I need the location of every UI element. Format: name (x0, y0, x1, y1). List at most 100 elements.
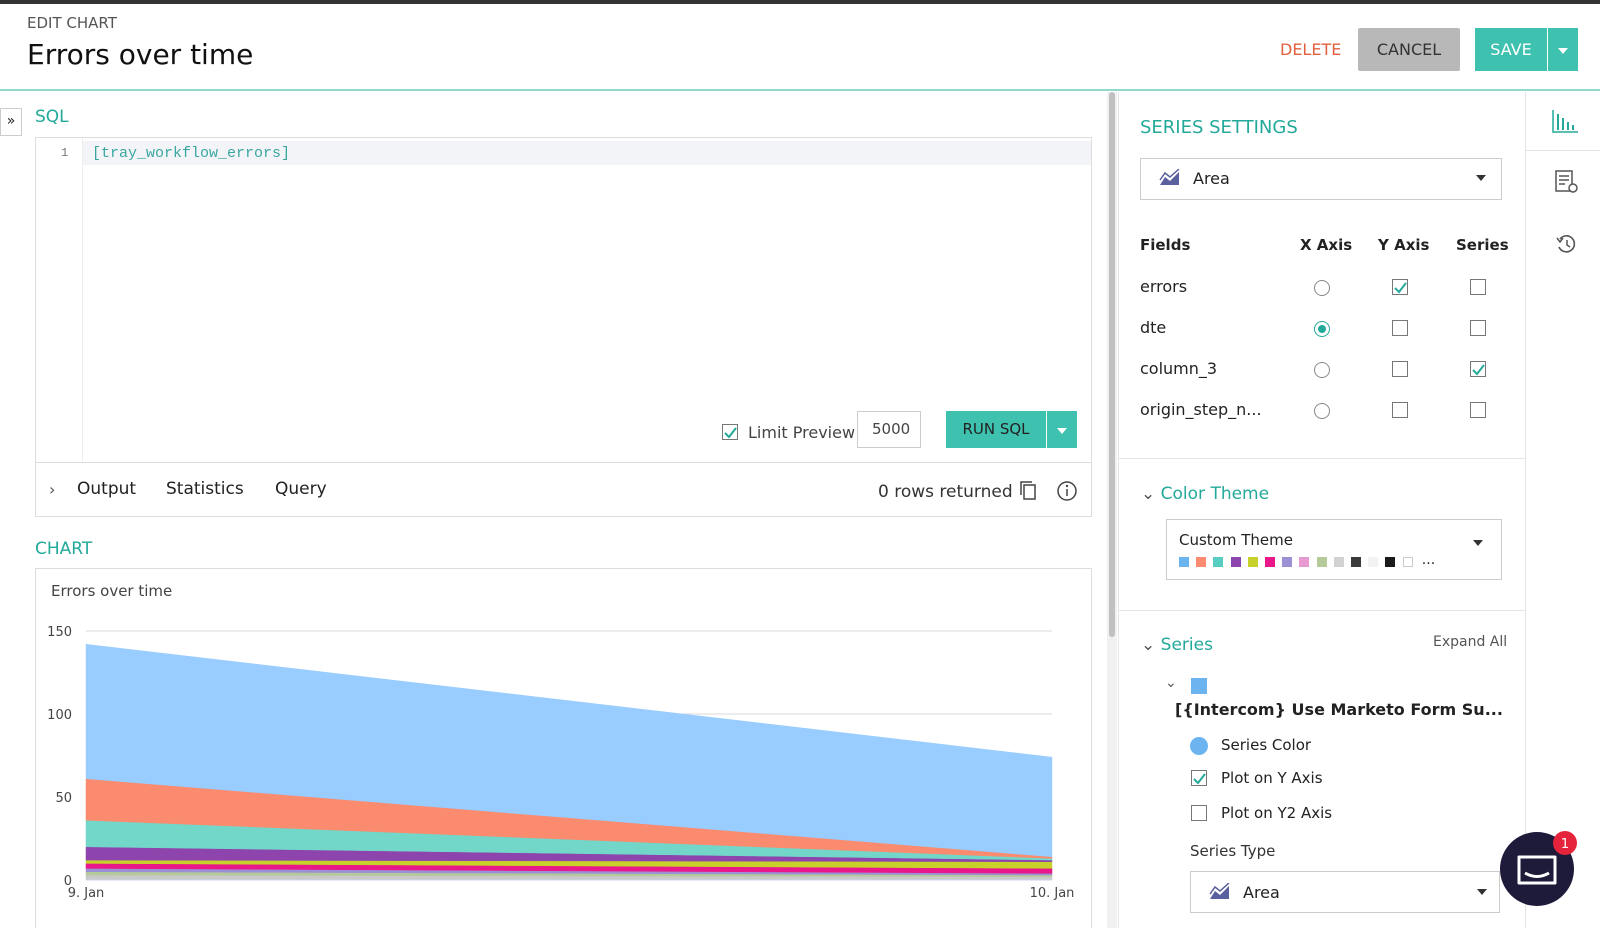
chevron[interactable]: › (49, 480, 56, 499)
y-checkbox[interactable] (1392, 279, 1408, 295)
y-checkbox[interactable] (1392, 402, 1408, 418)
y-tick-label: 150 (47, 625, 72, 640)
scrollbar[interactable] (1107, 92, 1117, 928)
sql-editor[interactable] (35, 137, 1092, 517)
result-tab[interactable]: Statistics (166, 479, 244, 499)
x-radio[interactable] (1314, 362, 1330, 378)
cancel-button[interactable]: CANCEL (1358, 28, 1460, 71)
expand-all[interactable]: Expand All (1433, 634, 1508, 650)
option-label: Series Color (1221, 736, 1312, 754)
caret (1476, 175, 1486, 181)
divider (1118, 610, 1525, 611)
line-highlight (83, 141, 1091, 165)
section-label[interactable]: ⌄ Series (1141, 635, 1213, 655)
option-label: Series Type (1190, 842, 1276, 860)
radio-dot (1317, 324, 1326, 333)
field-name: column_3 (1140, 359, 1218, 378)
result-tab[interactable]: Query (275, 479, 327, 499)
icon (1057, 428, 1067, 434)
select-value: Area (1193, 169, 1230, 188)
theme-swatch (1316, 557, 1327, 567)
divider (1526, 150, 1600, 151)
icon (1558, 48, 1568, 54)
history-icon[interactable] (1555, 233, 1579, 257)
x-radio[interactable] (1314, 280, 1330, 296)
panel-title: SERIES SETTINGS (1140, 117, 1298, 138)
expand-toggle[interactable]: » (0, 108, 22, 136)
kicker: EDIT CHART (27, 14, 117, 32)
sql-code[interactable]: [tray_workflow_errors] (92, 145, 291, 162)
series-color-dot[interactable] (1190, 737, 1208, 755)
limit-input[interactable]: 5000 (857, 411, 921, 448)
limit-label: Limit Preview (748, 423, 856, 442)
divider (1525, 92, 1526, 928)
option-label: Plot on Y2 Axis (1221, 804, 1333, 822)
scroll-thumb[interactable] (1109, 92, 1115, 637)
y-checkbox[interactable] (1392, 320, 1408, 336)
theme-swatch (1230, 557, 1241, 567)
chart: Errors over time 0 50 100 150 9. Jan 10. Jan (47, 582, 1075, 901)
chat-launcher[interactable]: 1 (1497, 829, 1600, 928)
divider (1118, 458, 1525, 459)
page-title: Errors over time (27, 38, 254, 71)
theme-swatch (1196, 557, 1207, 567)
result-tab[interactable]: Output (77, 479, 137, 499)
field-name: dte (1140, 318, 1167, 337)
theme-swatch (1213, 557, 1224, 567)
limit-checkbox[interactable] (722, 424, 738, 440)
select-value: Area (1243, 883, 1280, 902)
save-button[interactable]: SAVE (1475, 28, 1547, 71)
chart-type-select[interactable] (1140, 158, 1502, 200)
y-checkbox[interactable] (1392, 361, 1408, 377)
divider (35, 462, 1092, 463)
section-label[interactable]: ⌄ Color Theme (1141, 484, 1269, 504)
y-tick-label: 50 (55, 791, 72, 806)
theme-select[interactable] (1166, 519, 1502, 580)
y-tick-label: 0 (64, 874, 72, 889)
theme-swatch (1179, 557, 1189, 567)
check (1193, 773, 1206, 785)
line-number: 1 (61, 146, 69, 160)
check (1472, 364, 1485, 376)
column-header: Y Axis (1378, 236, 1430, 254)
chart-icon[interactable] (1551, 108, 1579, 134)
gutter (36, 138, 83, 462)
theme-swatch (1299, 557, 1310, 567)
column-header: Series (1456, 236, 1509, 254)
x-radio[interactable] (1314, 321, 1330, 337)
chart-panel (35, 568, 1092, 928)
series-checkbox[interactable] (1470, 361, 1486, 377)
caret (1473, 540, 1483, 546)
header-border (0, 89, 1600, 91)
chevron[interactable]: ⌄ (1165, 675, 1177, 691)
save-dropdown[interactable] (1548, 28, 1578, 71)
series-checkbox[interactable] (1470, 320, 1486, 336)
top-bar (0, 0, 1600, 4)
series-checkbox[interactable] (1470, 402, 1486, 418)
divider (1118, 92, 1119, 928)
settings-doc-icon[interactable] (1554, 169, 1580, 195)
x-tick-label: 10. Jan (1030, 886, 1075, 901)
plot-y2-checkbox[interactable] (1191, 805, 1207, 821)
field-name: origin_step_n... (1140, 400, 1262, 419)
series-checkbox[interactable] (1470, 279, 1486, 295)
field-name: errors (1140, 277, 1188, 296)
run-dropdown[interactable] (1047, 411, 1077, 448)
column-header: X Axis (1300, 236, 1353, 254)
chat-badge: 1 (1561, 837, 1569, 852)
y-tick-label: 100 (47, 708, 72, 723)
series-name: [{Intercom} Use Marketo Form Su... (1175, 700, 1503, 719)
delete-button[interactable]: DELETE (1280, 40, 1342, 59)
series-type-select[interactable] (1190, 871, 1500, 913)
plot-y-checkbox[interactable] (1191, 770, 1207, 786)
series-label: Series (1160, 635, 1213, 655)
area (85, 643, 1053, 858)
theme-swatch (1385, 557, 1396, 567)
section-label: CHART (35, 539, 93, 559)
theme-swatch (1351, 557, 1361, 567)
chevron: ⌄ (1141, 484, 1161, 504)
run-sql-button[interactable]: RUN SQL (946, 411, 1046, 448)
color-theme-label: Color Theme (1160, 484, 1270, 504)
x-radio[interactable] (1314, 403, 1330, 419)
theme-swatch (1282, 557, 1293, 567)
